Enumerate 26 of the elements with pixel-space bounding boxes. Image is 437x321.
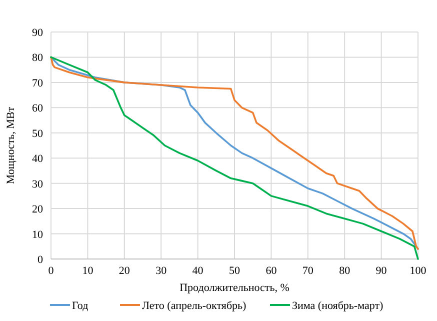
y-tick-label: 60 <box>32 102 44 115</box>
y-tick-label: 40 <box>32 153 44 166</box>
x-tick-label: 50 <box>229 265 240 277</box>
x-tick-label: 90 <box>376 265 388 277</box>
x-tick-label: 30 <box>156 265 168 277</box>
y-tick-label: 90 <box>32 27 44 39</box>
y-tick-label: 30 <box>32 178 44 190</box>
x-tick-label: 0 <box>48 265 54 277</box>
x-tick-label: 60 <box>266 265 278 277</box>
y-tick-label: 0 <box>38 254 44 266</box>
legend-label: Зима (ноябрь-март) <box>292 300 384 312</box>
y-tick-label: 70 <box>32 77 44 90</box>
x-tick-label: 80 <box>339 265 351 277</box>
y-axis-title: Мощность, МВт <box>5 106 17 184</box>
legend-label: Лето (апрель-октябрь) <box>142 300 247 312</box>
x-tick-label: 10 <box>82 265 94 277</box>
legend-label: Год <box>72 300 89 312</box>
y-tick-label: 20 <box>32 204 44 216</box>
x-tick-label: 20 <box>118 265 130 277</box>
y-tick-label: 10 <box>32 228 44 241</box>
x-axis-title: Продолжительность, % <box>180 282 290 294</box>
x-tick-label: 40 <box>192 265 204 277</box>
y-tick-label: 80 <box>32 52 44 64</box>
x-tick-label: 100 <box>410 265 427 277</box>
y-tick-label: 50 <box>32 128 44 140</box>
x-tick-label: 70 <box>302 265 314 277</box>
